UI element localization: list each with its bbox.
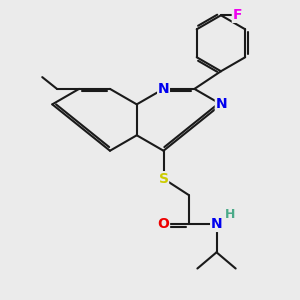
Text: N: N — [215, 98, 227, 111]
Text: N: N — [211, 217, 222, 231]
Text: N: N — [158, 82, 169, 96]
Text: S: S — [158, 172, 169, 186]
Text: H: H — [225, 208, 235, 220]
Text: O: O — [158, 217, 169, 231]
Text: F: F — [232, 8, 242, 22]
